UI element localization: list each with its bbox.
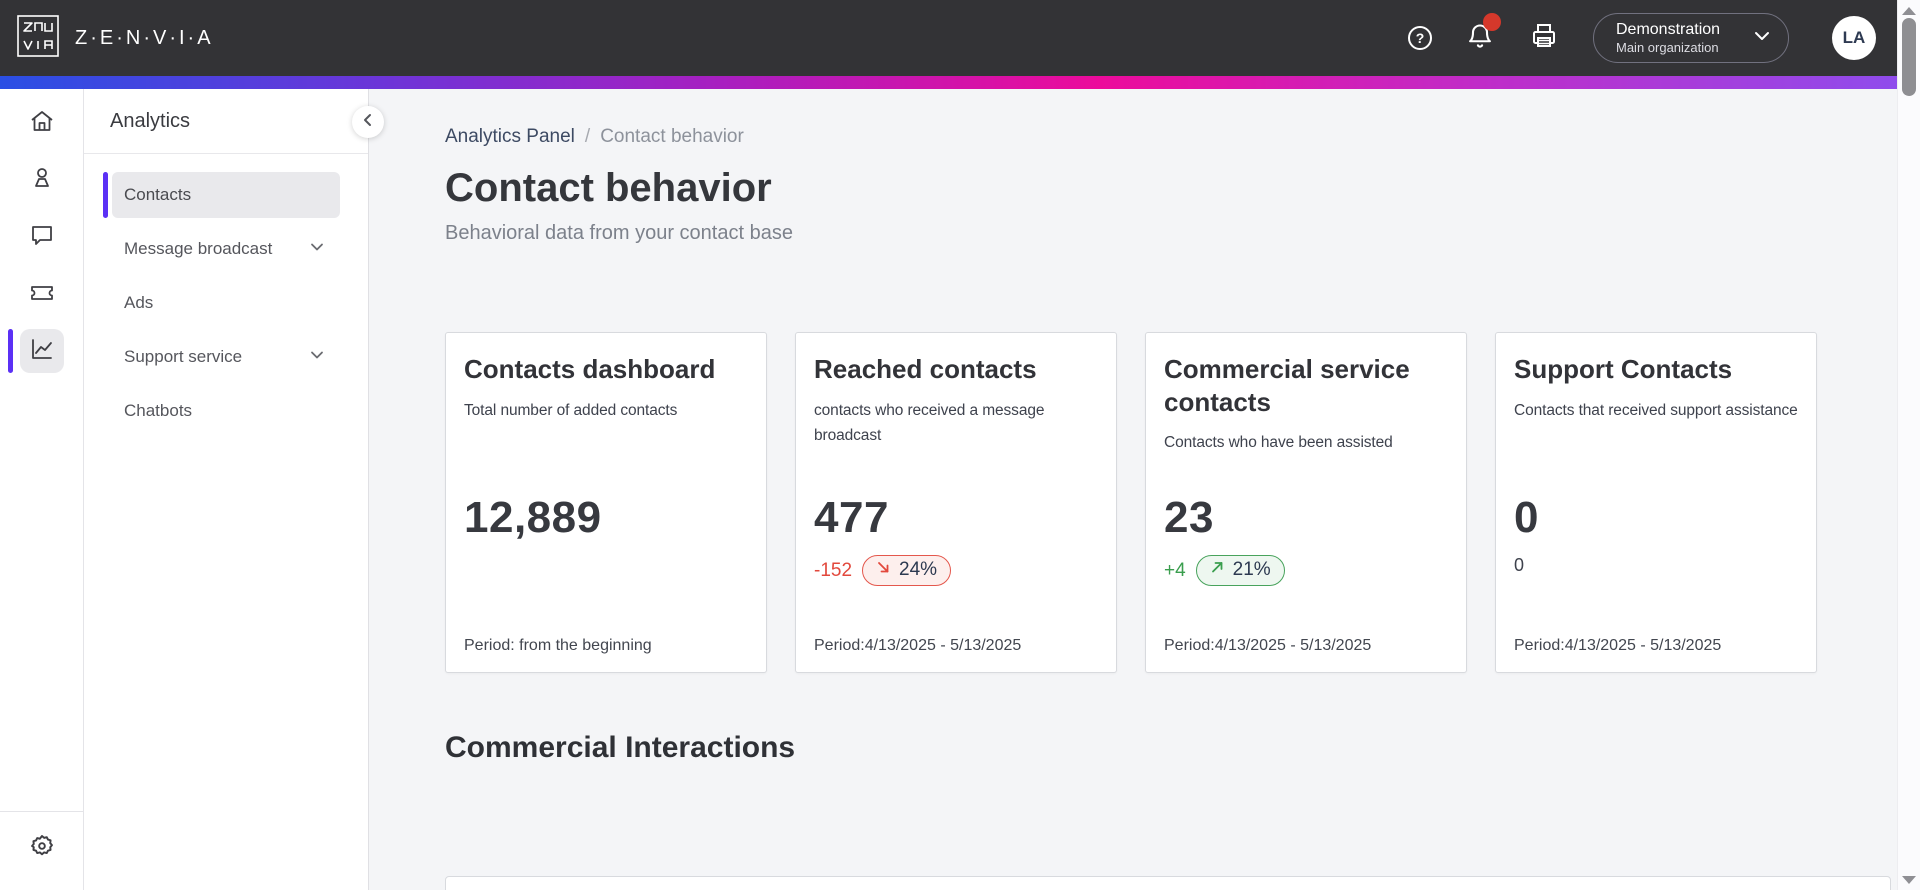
collapse-panel-button[interactable] [352, 106, 384, 138]
menu-item-label: Support service [124, 347, 243, 366]
commercial-interactions-panel [445, 876, 1891, 890]
trend-down-icon [876, 559, 891, 581]
zenvia-logo-icon [16, 14, 60, 63]
top-bar: Z·E·N·V·I·A ? [0, 0, 1897, 76]
organization-name: Demonstration [1616, 20, 1721, 38]
trend-badge: 24% [862, 555, 952, 586]
brand-gradient-bar [0, 76, 1897, 89]
card-period: Period: from the beginning [464, 637, 652, 654]
card-value: 477 [814, 493, 889, 542]
card-description: Contacts that received support assistanc… [1514, 401, 1798, 419]
scrollbar-down-arrow[interactable] [1902, 876, 1916, 884]
organization-selector[interactable]: Demonstration Main organization [1593, 13, 1789, 63]
home-icon [29, 108, 55, 139]
main-content: Analytics Panel / Contact behavior Conta… [369, 89, 1897, 890]
chevron-left-icon [360, 112, 376, 133]
card-title: Reached contacts [814, 354, 1037, 384]
page-title: Contact behavior [445, 166, 772, 210]
breadcrumb-analytics-panel[interactable]: Analytics Panel [445, 126, 575, 147]
menu-item-label: Contacts [124, 185, 192, 204]
rail-item-home[interactable] [20, 101, 64, 145]
help-button[interactable]: ? [1404, 0, 1436, 76]
breadcrumb-separator: / [584, 126, 591, 147]
page-scrollbar[interactable] [1897, 0, 1920, 890]
analytics-chart-icon [29, 336, 55, 367]
trend-badge: 21% [1195, 555, 1285, 586]
settings-button[interactable] [29, 833, 55, 864]
kpi-cards-row: Contacts dashboard Total number of added… [445, 332, 1897, 673]
rail-item-analytics[interactable] [7, 329, 64, 373]
section-title-commercial-interactions: Commercial Interactions [445, 731, 796, 764]
chevron-down-icon [308, 238, 326, 261]
card-value: 23 [1164, 493, 1214, 542]
breadcrumb-current: Contact behavior [600, 126, 744, 147]
menu-item-ads[interactable]: Ads [112, 280, 340, 326]
card-title: Contacts dashboard [464, 354, 716, 384]
card-support-contacts: Support Contacts Contacts that received … [1495, 332, 1817, 673]
organization-subname: Main organization [1616, 39, 1719, 55]
menu-item-label: Ads [124, 293, 154, 312]
panel-menu: Contacts Message broadcast Ads Support s… [84, 154, 368, 434]
card-title: Support Contacts [1514, 354, 1733, 384]
card-period: Period:4/13/2025 - 5/13/2025 [1514, 637, 1722, 654]
chevron-down-icon [1752, 26, 1772, 51]
rail-bottom-section [0, 811, 83, 890]
question-mark-icon: ? [1416, 30, 1425, 46]
chevron-down-icon [308, 346, 326, 369]
card-value: 0 [1514, 493, 1539, 542]
card-title: Commercial service contacts [1164, 354, 1410, 417]
printer-icon [1529, 21, 1559, 56]
analytics-side-panel: Analytics Contacts Message broadcast [84, 89, 384, 890]
print-button[interactable] [1526, 0, 1562, 76]
rail-item-campaigns[interactable] [20, 272, 64, 316]
menu-item-support-service[interactable]: Support service [112, 334, 340, 380]
card-reached-contacts: Reached contacts contacts who received a… [795, 332, 1117, 673]
trend-percent: 21% [1232, 559, 1271, 580]
person-icon [29, 165, 55, 196]
card-delta: -152 [814, 559, 853, 581]
notification-badge-dot [1483, 12, 1501, 31]
menu-item-chatbots[interactable]: Chatbots [112, 388, 340, 434]
card-description: contacts who received a message broadcas… [814, 401, 1045, 445]
card-description: Contacts who have been assisted [1164, 434, 1393, 451]
trend-up-icon [1210, 559, 1225, 581]
chat-bubble-icon [29, 222, 55, 253]
icon-rail [0, 89, 84, 890]
menu-item-contacts[interactable]: Contacts [103, 172, 340, 218]
scrollbar-thumb[interactable] [1902, 18, 1916, 96]
card-value: 12,889 [464, 493, 602, 542]
menu-item-message-broadcast[interactable]: Message broadcast [112, 226, 340, 272]
trend-percent: 24% [899, 559, 938, 580]
scrollbar-up-arrow[interactable] [1902, 7, 1916, 15]
brand[interactable]: Z·E·N·V·I·A [16, 14, 214, 63]
card-delta: 0 [1514, 555, 1525, 575]
card-period: Period:4/13/2025 - 5/13/2025 [814, 637, 1022, 654]
user-avatar[interactable]: LA [1832, 16, 1876, 60]
card-delta: +4 [1164, 559, 1186, 581]
card-commercial-service-contacts: Commercial service contacts Contacts who… [1145, 332, 1467, 673]
bell-icon [1466, 12, 1501, 55]
rail-item-contacts[interactable] [20, 158, 64, 202]
card-description: Total number of added contacts [464, 401, 678, 419]
breadcrumb: Analytics Panel / Contact behavior [445, 126, 1897, 148]
menu-item-label: Message broadcast [124, 239, 273, 258]
card-period: Period:4/13/2025 - 5/13/2025 [1164, 637, 1372, 654]
ticket-icon [29, 279, 55, 310]
organization-labels: Demonstration Main organization [1616, 20, 1752, 56]
panel-title: Analytics [84, 89, 368, 154]
rail-item-conversations[interactable] [20, 215, 64, 259]
menu-item-label: Chatbots [124, 401, 193, 420]
brand-wordmark: Z·E·N·V·I·A [75, 26, 214, 49]
page-subtitle: Behavioral data from your contact base [445, 222, 793, 244]
notifications-button[interactable] [1462, 0, 1501, 76]
card-contacts-dashboard: Contacts dashboard Total number of added… [445, 332, 767, 673]
